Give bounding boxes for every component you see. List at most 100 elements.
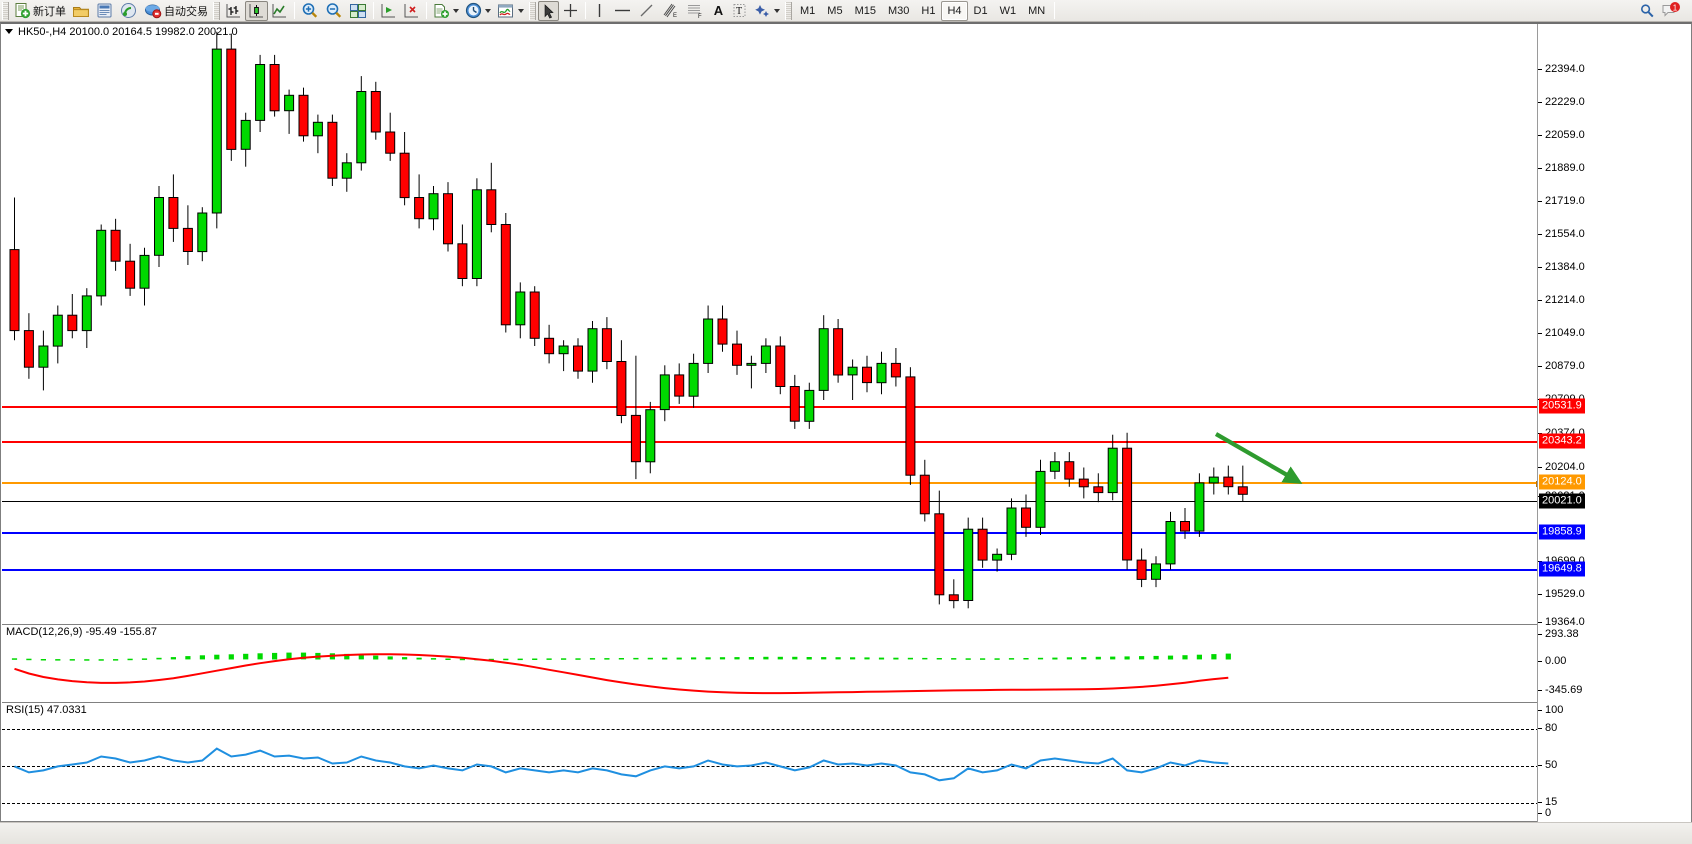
price-tick: 22394.0 <box>1538 63 1585 75</box>
templates-button[interactable] <box>494 1 527 21</box>
rsi-label: RSI(15) 47.0331 <box>6 704 90 716</box>
price-tick: 20879.0 <box>1538 360 1585 372</box>
line-chart-button[interactable] <box>268 1 291 21</box>
timeframe-h1[interactable]: H1 <box>921 4 936 17</box>
autotrading-button[interactable]: 自动交易 <box>141 1 211 21</box>
news-button[interactable] <box>93 1 117 21</box>
vertical-line-button[interactable] <box>589 1 610 21</box>
price-tick: 21889.0 <box>1538 162 1585 174</box>
rsi-level-15-line <box>2 803 1539 804</box>
toolbar-separator-4 <box>585 2 586 19</box>
new-order-label: 新订单 <box>33 5 66 18</box>
timeframe-m30[interactable]: M30 <box>887 4 910 17</box>
price-tick: 21214.0 <box>1538 294 1585 306</box>
resistance-line-1[interactable] <box>2 406 1539 408</box>
zoom-out-button[interactable] <box>322 1 346 21</box>
support-1-label[interactable]: 19858.9 <box>1539 524 1585 540</box>
macd-pane[interactable]: MACD(12,26,9) -95.49 -155.87 <box>2 624 1539 700</box>
timeframe-h4[interactable]: H4 <box>941 0 968 21</box>
zoom-out-icon <box>326 3 342 18</box>
text-icon: T <box>733 4 746 17</box>
toolbar-separator-5 <box>1054 2 1056 19</box>
pivot-label[interactable]: 20124.0 <box>1539 474 1585 490</box>
toolbar-grip-2[interactable] <box>213 1 220 20</box>
svg-text:F: F <box>698 14 702 19</box>
remove-indicator-button[interactable] <box>400 1 423 21</box>
zoom-in-button[interactable] <box>298 1 322 21</box>
indicators-button[interactable] <box>430 1 462 21</box>
resistance-line-2[interactable] <box>2 441 1539 443</box>
vline-icon <box>598 4 601 17</box>
cursor-button[interactable] <box>538 0 559 21</box>
chart-menu-chevron-down-icon[interactable] <box>5 29 13 34</box>
rsi-tick: 0 <box>1538 807 1551 819</box>
shapes-chevron-down-icon[interactable] <box>774 8 780 13</box>
toolbar-grip-3[interactable] <box>529 1 536 20</box>
templates-chevron-down-icon[interactable] <box>518 8 524 13</box>
price-tick: 21554.0 <box>1538 228 1585 240</box>
news-icon <box>97 3 112 18</box>
support-2-label[interactable]: 19649.8 <box>1539 561 1585 577</box>
text-label-button[interactable]: A <box>708 1 729 21</box>
timeframe-mn[interactable]: MN <box>1028 4 1046 17</box>
indicators-icon <box>434 3 449 18</box>
down-trend-arrow[interactable] <box>1214 432 1303 484</box>
fibonacci-button[interactable]: F <box>683 1 708 21</box>
timeframe-m15[interactable]: M15 <box>854 4 876 17</box>
trend-arrow-annotation[interactable] <box>2 24 1539 621</box>
trendline-button[interactable] <box>635 1 658 21</box>
trendline-icon <box>640 4 653 17</box>
crosshair-button[interactable] <box>559 1 582 21</box>
last-price-line[interactable] <box>2 501 1539 502</box>
resistance-1-label[interactable]: 20531.9 <box>1539 398 1585 414</box>
candlestick-icon <box>249 4 263 18</box>
tile-windows-button[interactable] <box>346 1 370 21</box>
timeframe-m1[interactable]: M1 <box>800 4 816 17</box>
chart-title: HK50-,H4 20100.0 20164.5 19982.0 20021.0 <box>18 25 238 38</box>
search-button[interactable] <box>1636 1 1658 21</box>
price-pane[interactable] <box>2 24 1539 621</box>
rsi-series <box>14 747 1229 782</box>
rsi-level-50-line <box>2 766 1539 767</box>
new-order-button[interactable]: 新订单 <box>11 1 69 21</box>
rsi-pane[interactable]: RSI(15) 47.0331 <box>2 702 1539 820</box>
candlestick-button[interactable] <box>245 0 268 21</box>
folder-button[interactable] <box>69 1 93 21</box>
templates-icon <box>498 4 513 17</box>
price-tick: 19529.0 <box>1538 588 1585 600</box>
support-line-2[interactable] <box>2 569 1539 571</box>
signal-button[interactable] <box>117 1 141 21</box>
support-line-1[interactable] <box>2 532 1539 534</box>
timeframe-d1[interactable]: D1 <box>973 4 988 17</box>
new-order-icon <box>15 3 31 19</box>
price-tick: 21049.0 <box>1538 327 1585 339</box>
svg-text:T: T <box>736 6 742 17</box>
timeframe-m5[interactable]: M5 <box>827 4 843 17</box>
last-price-label[interactable]: 20021.0 <box>1539 493 1585 509</box>
price-scale[interactable]: 22394.0 22229.0 22059.0 21889.0 21719.0 … <box>1537 24 1691 822</box>
toolbar-grip-1[interactable] <box>2 1 9 20</box>
autotrading-label: 自动交易 <box>164 5 208 18</box>
periods-icon <box>465 2 482 19</box>
rsi-tick: 50 <box>1538 759 1557 771</box>
chart-frame[interactable]: HK50-,H4 20100.0 20164.5 19982.0 20021.0 <box>0 22 1692 822</box>
resistance-2-label[interactable]: 20343.2 <box>1539 433 1585 449</box>
text-label-icon: A <box>713 3 724 18</box>
text-button[interactable]: T <box>729 1 750 21</box>
periods-button[interactable] <box>462 1 494 21</box>
equidistant-channel-button[interactable]: E <box>658 1 683 21</box>
shapes-button[interactable] <box>750 1 783 21</box>
bar-chart-button[interactable] <box>222 1 245 21</box>
alerts-button[interactable]: 1 <box>1658 1 1684 21</box>
status-bar <box>0 822 1692 844</box>
indicators-chevron-down-icon[interactable] <box>453 8 459 13</box>
expert-advisor-button[interactable] <box>377 1 400 21</box>
periods-chevron-down-icon[interactable] <box>485 8 491 13</box>
toolbar-grip-4[interactable] <box>785 1 792 20</box>
horizontal-line-button[interactable] <box>610 1 635 21</box>
shapes-icon <box>755 5 769 17</box>
remove-indicator-icon <box>404 4 418 18</box>
timeframe-w1[interactable]: W1 <box>999 4 1017 17</box>
macd-label: MACD(12,26,9) -95.49 -155.87 <box>6 626 161 638</box>
price-tick: 22229.0 <box>1538 96 1585 108</box>
